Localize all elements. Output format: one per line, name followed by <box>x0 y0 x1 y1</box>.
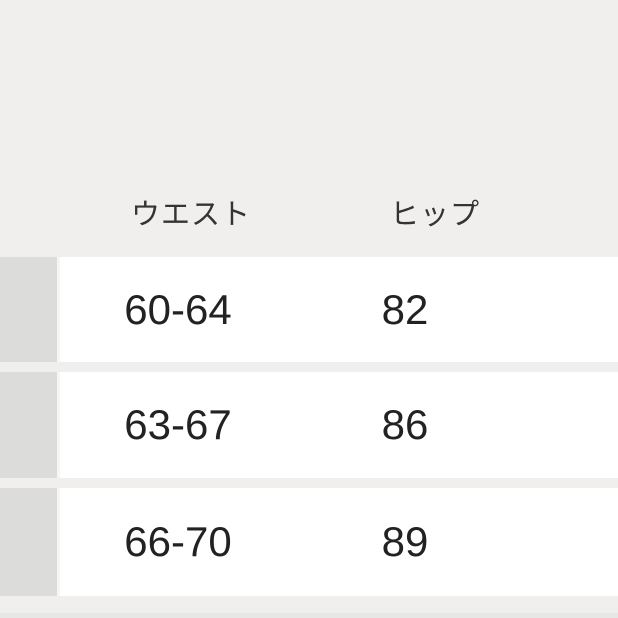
size-label-cell-cropped <box>0 372 60 478</box>
hip-value: 86 <box>381 401 429 448</box>
column-header-waist: ウエスト <box>130 199 252 231</box>
waist-value: 60-64 <box>124 285 232 333</box>
waist-value: 66-70 <box>124 518 232 565</box>
next-table-row-partial <box>0 613 618 618</box>
table-row: 60-64 82 <box>0 257 618 362</box>
table-row: 66-70 89 <box>0 488 618 596</box>
size-label-cell-cropped <box>0 488 60 596</box>
column-header-hip: ヒップ <box>389 199 481 231</box>
size-label-cell-cropped <box>0 257 60 362</box>
waist-value: 63-67 <box>124 401 232 448</box>
row-body: 63-67 86 <box>60 372 618 478</box>
row-body: 60-64 82 <box>60 257 618 362</box>
hip-value: 82 <box>381 285 429 333</box>
table-row: 63-67 86 <box>0 372 618 478</box>
hip-value: 89 <box>381 518 429 565</box>
row-body: 66-70 89 <box>60 488 618 596</box>
